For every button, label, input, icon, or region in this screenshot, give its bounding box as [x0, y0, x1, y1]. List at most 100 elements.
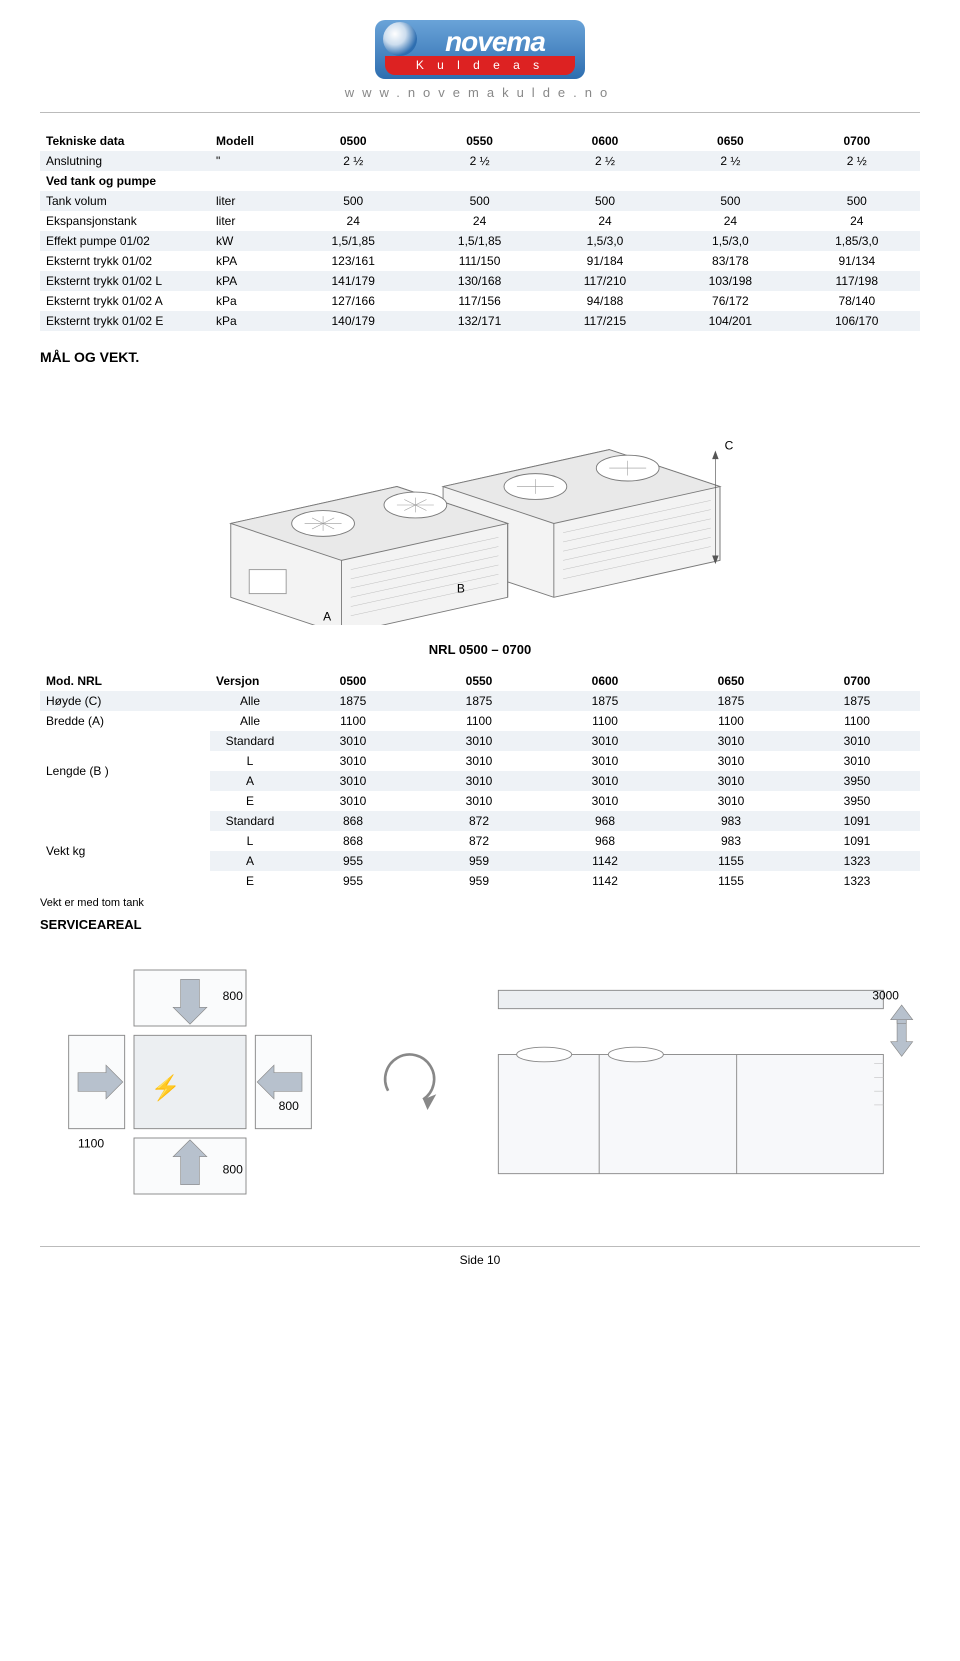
table-cell: 1323 [794, 851, 920, 871]
table-cell: 500 [794, 191, 920, 211]
table-row-label: Tank volum [40, 191, 210, 211]
dimension-diagram: A B C [40, 385, 920, 628]
table-row-unit: " [210, 151, 290, 171]
divider [40, 112, 920, 113]
service-topview-diagram: ⚡ 800 1100 800 800 [40, 942, 340, 1222]
table-cell: 968 [542, 831, 668, 851]
table-row-label: Eksternt trykk 01/02 L [40, 271, 210, 291]
table-cell: 1155 [668, 871, 794, 891]
table-cell [416, 171, 542, 191]
table-cell: 91/184 [543, 251, 667, 271]
table-col-header: 0650 [668, 671, 794, 691]
table-cell: 3010 [290, 791, 416, 811]
table-row-unit: L [210, 751, 290, 771]
table-cell: 130/168 [416, 271, 542, 291]
table-row-unit: E [210, 871, 290, 891]
table-header-row: Tekniske dataModell05000550060006500700 [40, 131, 920, 151]
table-row-unit: kPA [210, 251, 290, 271]
table-row: Eksternt trykk 01/02 AkPa127/166117/1569… [40, 291, 920, 311]
table-row-unit: A [210, 771, 290, 791]
table-cell: 500 [290, 191, 416, 211]
section-title-dimensions: MÅL OG VEKT. [40, 349, 920, 365]
table-cell: 3010 [416, 771, 542, 791]
table-row: Vekt kgStandard8688729689831091 [40, 811, 920, 831]
table-cell: 140/179 [290, 311, 416, 331]
table-row-unit: Alle [210, 711, 290, 731]
table-cell: 1,5/1,85 [416, 231, 542, 251]
table-cell: 1323 [794, 871, 920, 891]
table-row: Bredde (A)Alle11001100110011001100 [40, 711, 920, 731]
table-cell: 1100 [290, 711, 416, 731]
table-cell: 500 [667, 191, 793, 211]
svc-dim-right: 800 [279, 1099, 299, 1113]
electric-icon: ⚡ [151, 1074, 181, 1103]
rotate-arrow-icon [375, 1047, 445, 1117]
table-col-header: 0500 [290, 131, 416, 151]
table-cell: 1091 [794, 811, 920, 831]
table-col-header: 0650 [667, 131, 793, 151]
table-cell: 500 [416, 191, 542, 211]
table-row-label: Bredde (A) [40, 711, 210, 731]
table-col-header: Tekniske data [40, 131, 210, 151]
table-col-header: Modell [210, 131, 290, 151]
table-row-unit: Standard [210, 811, 290, 831]
table-cell: 3950 [794, 771, 920, 791]
table-cell: 1142 [542, 851, 668, 871]
table-cell: 3010 [416, 751, 542, 771]
table-cell: 1875 [668, 691, 794, 711]
table-cell: 3010 [290, 751, 416, 771]
table-cell: 24 [543, 211, 667, 231]
dim-label-a: A [323, 609, 331, 623]
table-row-unit: kPA [210, 271, 290, 291]
table-cell: 127/166 [290, 291, 416, 311]
table-cell: 3010 [290, 771, 416, 791]
table-row: Ved tank og pumpe [40, 171, 920, 191]
table-cell: 2 ½ [794, 151, 920, 171]
table-col-header: 0600 [543, 131, 667, 151]
table-col-header: 0700 [794, 671, 920, 691]
table-cell: 141/179 [290, 271, 416, 291]
brand-text: novema [415, 26, 545, 57]
table-cell: 1,5/3,0 [543, 231, 667, 251]
table-cell [794, 171, 920, 191]
table-row-unit: A [210, 851, 290, 871]
table-row: Høyde (C)Alle18751875187518751875 [40, 691, 920, 711]
table-cell [290, 171, 416, 191]
dim-label-b: B [457, 582, 465, 596]
table-col-header: 0550 [416, 131, 542, 151]
table-cell: 1155 [668, 851, 794, 871]
table-cell: 3010 [542, 771, 668, 791]
table-cell: 959 [416, 871, 542, 891]
table-cell: 3010 [416, 791, 542, 811]
table-cell: 968 [542, 811, 668, 831]
header: novema K u l d e a s www.novemakulde.no [40, 20, 920, 100]
table-cell: 1875 [794, 691, 920, 711]
table-cell: 1091 [794, 831, 920, 851]
table-cell: 111/150 [416, 251, 542, 271]
table-row-label: Høyde (C) [40, 691, 210, 711]
table-cell: 2 ½ [667, 151, 793, 171]
table-row-unit: kPa [210, 291, 290, 311]
table-row-unit: kW [210, 231, 290, 251]
table-cell: 24 [667, 211, 793, 231]
service-sideview-diagram: 3000 [480, 972, 920, 1192]
table-col-header: Mod. NRL [40, 671, 210, 691]
table-cell: 3010 [794, 731, 920, 751]
table-cell: 3010 [290, 731, 416, 751]
table-cell: 1100 [542, 711, 668, 731]
table-row: Effekt pumpe 01/02kW1,5/1,851,5/1,851,5/… [40, 231, 920, 251]
table-row: Ekspansjonstankliter2424242424 [40, 211, 920, 231]
table-col-header: 0600 [542, 671, 668, 691]
table-row-label: Eksternt trykk 01/02 [40, 251, 210, 271]
brand-url: www.novemakulde.no [40, 85, 920, 100]
table-cell: 3010 [794, 751, 920, 771]
table-cell: 1875 [290, 691, 416, 711]
table-row-unit: Alle [210, 691, 290, 711]
technical-data-table: Tekniske dataModell05000550060006500700 … [40, 131, 920, 331]
table-cell: 132/171 [416, 311, 542, 331]
section-title-service: SERVICEAREAL [40, 917, 920, 932]
table-row-label: Ekspansjonstank [40, 211, 210, 231]
table-cell: 3010 [668, 791, 794, 811]
table-cell: 78/140 [794, 291, 920, 311]
table-row: Eksternt trykk 01/02 EkPa140/179132/1711… [40, 311, 920, 331]
